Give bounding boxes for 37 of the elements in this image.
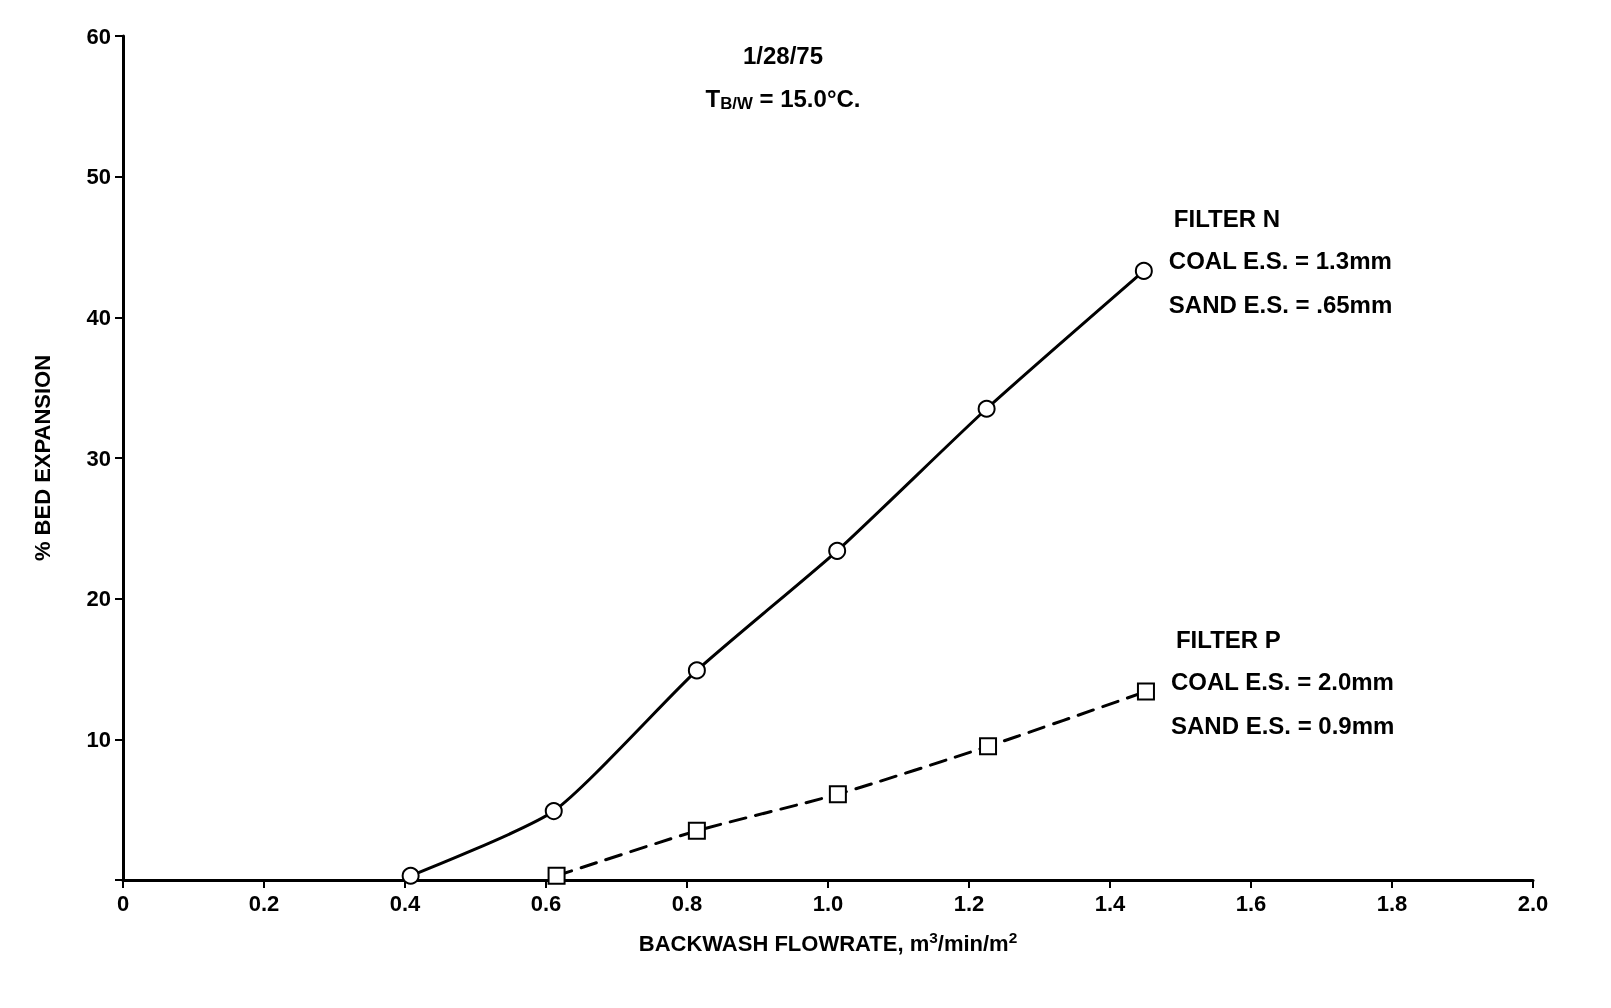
annotation: SAND E.S. = 0.9mm	[1170, 712, 1395, 740]
point	[828, 541, 847, 560]
point	[687, 661, 706, 680]
y-tick-label: 30	[86, 445, 111, 471]
y-tick-label: 10	[86, 726, 111, 752]
x-tick-label: 1.2	[953, 890, 985, 916]
x-tick-label: 0.6	[530, 890, 562, 916]
y-tick-label: 20	[86, 586, 111, 612]
x-tick-label: 0.8	[671, 890, 703, 916]
x-tick-label: 1.8	[1376, 890, 1408, 916]
series-label: FILTER P	[1175, 626, 1281, 654]
y-tick-label: 60	[86, 23, 111, 49]
annotation: COAL E.S. = 1.3mm	[1168, 247, 1392, 275]
x-tick-label: 0	[116, 890, 130, 916]
point	[687, 821, 706, 840]
point	[401, 866, 420, 885]
chart-title: 1/28/75	[742, 41, 824, 69]
y-axis-title: % BED EXPANSION	[29, 354, 55, 562]
text: TB/W = 15.0°C.	[705, 84, 861, 113]
point	[1134, 261, 1153, 280]
point	[544, 802, 563, 821]
x-tick-label: 1.4	[1094, 890, 1127, 916]
y-tick-label: 50	[86, 164, 111, 190]
annotation: COAL E.S. = 2.0mm	[1170, 668, 1394, 696]
point	[977, 399, 996, 418]
point	[828, 785, 847, 804]
x-tick-label: 0.2	[248, 890, 280, 916]
point	[1136, 682, 1155, 701]
annotation: SAND E.S. = .65mm	[1168, 291, 1393, 319]
point	[979, 737, 998, 756]
x-tick-label: 2.0	[1517, 890, 1549, 916]
y-tick-label: 40	[86, 304, 111, 330]
series-label: FILTER N	[1173, 205, 1281, 233]
x-tick-label: 1.0	[812, 890, 844, 916]
x-tick-label: 0.4	[389, 890, 422, 916]
point	[547, 866, 566, 885]
x-tick-label: 1.6	[1235, 890, 1267, 916]
